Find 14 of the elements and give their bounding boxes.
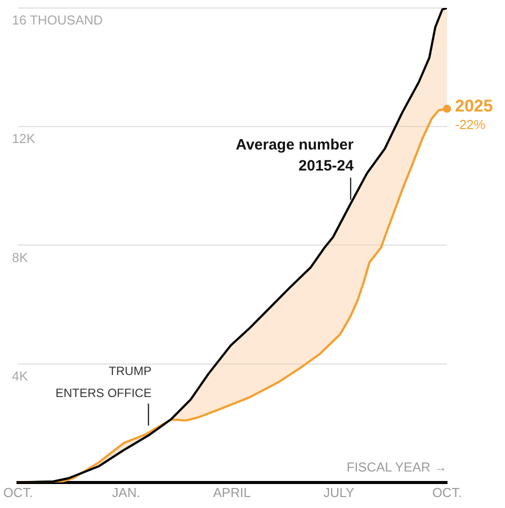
x-tick-label: JAN. <box>112 484 140 500</box>
x-tick-label: JULY <box>323 484 355 500</box>
y-tick-label: 16 THOUSAND <box>12 12 103 28</box>
annotation: -22% <box>455 116 486 132</box>
y-tick-label: 12K <box>12 131 36 146</box>
annotation: FISCAL YEAR → <box>346 459 447 474</box>
x-tick-label: APRIL <box>213 484 251 500</box>
y-tick-label: 4K <box>12 368 28 384</box>
x-tick-label: OCT. <box>3 484 33 500</box>
series-label: 2025 <box>455 96 493 116</box>
x-tick-label: OCT. <box>432 484 462 500</box>
annotation: TRUMP ENTERS OFFICE <box>55 364 152 400</box>
annotation: Average number 2015-24 <box>236 136 354 174</box>
y-tick-label: 8K <box>12 250 28 265</box>
